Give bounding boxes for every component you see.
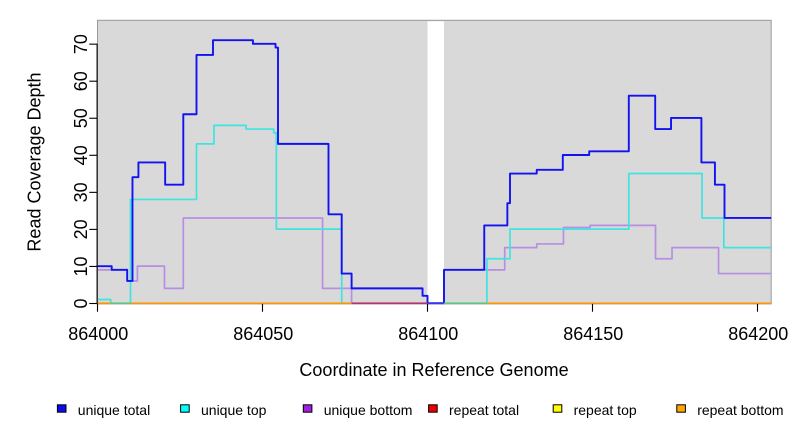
svg-text:0: 0: [71, 298, 91, 308]
svg-text:864050: 864050: [233, 324, 293, 344]
svg-text:864150: 864150: [563, 324, 623, 344]
svg-text:864000: 864000: [68, 324, 128, 344]
svg-text:10: 10: [71, 256, 91, 276]
svg-text:60: 60: [71, 71, 91, 91]
svg-text:Read Coverage Depth: Read Coverage Depth: [25, 72, 45, 251]
svg-text:repeat top: repeat top: [574, 402, 637, 418]
svg-text:30: 30: [71, 182, 91, 202]
svg-text:20: 20: [71, 219, 91, 239]
svg-text:unique total: unique total: [78, 402, 150, 418]
svg-text:unique bottom: unique bottom: [324, 402, 413, 418]
svg-text:864100: 864100: [398, 324, 458, 344]
svg-text:repeat total: repeat total: [449, 402, 519, 418]
svg-text:50: 50: [71, 108, 91, 128]
svg-text:Coordinate in Reference Genome: Coordinate in Reference Genome: [299, 360, 568, 380]
svg-text:repeat bottom: repeat bottom: [697, 402, 783, 418]
svg-text:unique top: unique top: [201, 402, 267, 418]
svg-text:70: 70: [71, 34, 91, 54]
svg-text:40: 40: [71, 145, 91, 165]
svg-text:864200: 864200: [728, 324, 788, 344]
